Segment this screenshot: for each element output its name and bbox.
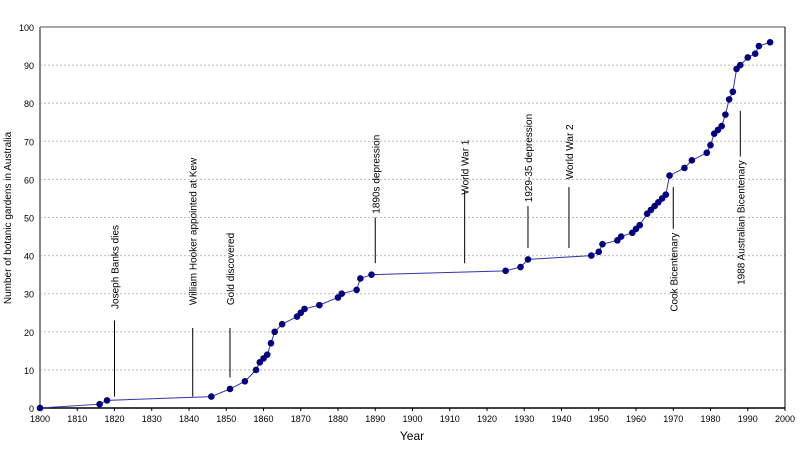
- series: [36, 38, 774, 412]
- data-point: [588, 252, 595, 259]
- annotation-label: William Hooker appointed at Kew: [189, 157, 200, 305]
- x-tick-label: 1940: [551, 414, 571, 424]
- annotation-label: Joseph Banks dies: [111, 225, 122, 309]
- x-tick-label: 2000: [775, 414, 795, 424]
- data-point: [722, 111, 729, 118]
- data-point: [636, 221, 644, 229]
- data-point: [357, 275, 364, 282]
- data-point: [241, 378, 249, 385]
- annotation-label: 1988 Australian Bicentenary: [736, 160, 747, 285]
- data-point: [725, 96, 733, 103]
- x-tick-label: 1910: [440, 414, 460, 424]
- data-point: [252, 366, 260, 374]
- data-point: [595, 248, 603, 256]
- x-tick-label: 1920: [477, 414, 497, 424]
- x-tick-label: 1890: [365, 414, 385, 424]
- data-point: [271, 328, 278, 336]
- data-point: [517, 263, 524, 271]
- series-line: [39, 41, 771, 409]
- data-point: [524, 256, 532, 263]
- y-tick-label: 100: [19, 23, 34, 33]
- x-tick-label: 1880: [328, 414, 348, 424]
- data-point: [263, 351, 271, 358]
- data-point: [737, 61, 744, 69]
- y-tick-label: 20: [24, 328, 34, 338]
- data-point: [718, 122, 725, 130]
- annotation-label: Cook Bicentenary: [669, 233, 680, 312]
- x-tick-label: 1850: [216, 414, 236, 424]
- annotation-label: World War 1: [461, 139, 472, 194]
- data-point: [599, 240, 606, 248]
- data-point: [301, 305, 308, 313]
- x-tick-label: 1970: [663, 414, 683, 424]
- annotations: Joseph Banks dies William Hooker appointe…: [111, 110, 747, 397]
- data-point: [729, 88, 737, 96]
- y-tick-label: 90: [24, 61, 34, 71]
- data-point: [278, 320, 286, 328]
- y-tick-label: 60: [24, 175, 34, 185]
- y-tick-label: 50: [24, 214, 34, 224]
- data-point: [751, 50, 759, 57]
- y-axis-label: Number of botanic gardens in Australia: [3, 131, 14, 304]
- x-axis-label: Year: [400, 429, 424, 443]
- data-point: [353, 286, 360, 294]
- data-point: [688, 157, 696, 164]
- x-tick-label: 1870: [291, 414, 311, 424]
- data-point: [338, 290, 346, 298]
- annotation-label: World War 2: [565, 124, 576, 179]
- x-tick-label: 1930: [514, 414, 534, 424]
- data-point: [617, 233, 625, 240]
- data-point: [316, 301, 323, 309]
- y-tick-label: 70: [24, 137, 34, 147]
- x-tick-label: 1810: [67, 414, 87, 424]
- data-point: [666, 172, 673, 179]
- data-point: [226, 385, 234, 393]
- x-tick-label: 1990: [738, 414, 758, 424]
- y-tick-label: 0: [29, 404, 34, 414]
- x-tick-label: 1800: [30, 414, 50, 424]
- data-point: [502, 267, 509, 275]
- x-tick-label: 1860: [253, 414, 273, 424]
- annotation-label: 1929-35 depression: [524, 114, 535, 202]
- data-point: [703, 149, 711, 157]
- data-point: [96, 400, 103, 408]
- data-point: [368, 271, 375, 278]
- x-tick-label: 1840: [179, 414, 199, 424]
- data-point: [36, 404, 44, 412]
- annotation-label: Gold discovered: [226, 233, 237, 305]
- x-tick-label: 1980: [700, 414, 720, 424]
- x-tick-label: 1960: [626, 414, 646, 424]
- data-point: [755, 42, 763, 50]
- data-point: [103, 397, 111, 404]
- data-point: [707, 141, 714, 149]
- y-tick-label: 40: [24, 252, 34, 262]
- data-point: [766, 38, 774, 46]
- annotation-label: 1890s depression: [371, 135, 382, 214]
- data-point: [662, 191, 670, 198]
- x-tick-label: 1830: [142, 414, 162, 424]
- axes: 0 10 20 30 40 50 60 70 80 90 100 1800 1810 1820 1830 18…: [19, 23, 795, 424]
- y-tick-label: 10: [24, 366, 34, 376]
- x-tick-label: 1950: [589, 414, 609, 424]
- data-point: [744, 54, 752, 61]
- y-tick-label: 30: [24, 290, 34, 300]
- data-point: [208, 393, 215, 400]
- data-point: [681, 164, 688, 172]
- x-tick-label: 1820: [104, 414, 124, 424]
- y-tick-label: 80: [24, 99, 34, 109]
- data-point: [267, 339, 275, 347]
- x-tick-label: 1900: [402, 414, 422, 424]
